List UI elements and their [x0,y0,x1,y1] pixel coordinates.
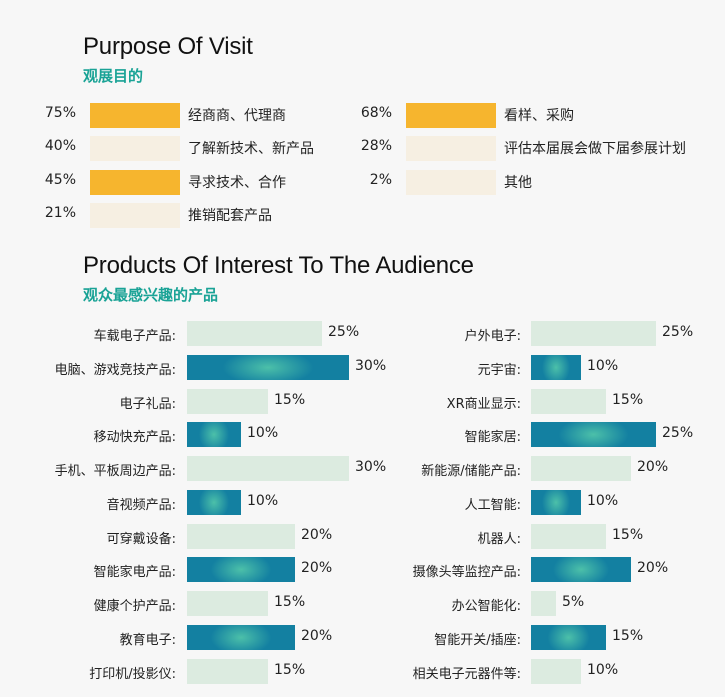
visit-bar [406,136,496,161]
product-category-label: 手机、平板周边产品: [54,464,176,479]
visit-bar [406,170,496,195]
visit-label: 经商商、代理商 [188,108,286,124]
product-category-label: 相关电子元器件等: [412,667,521,682]
product-category-label: 车载电子产品: [93,329,176,344]
product-value-label: 20% [301,527,333,543]
product-value-label: 5% [562,594,585,610]
visit-percent: 75% [44,105,76,121]
product-category-label: 智能开关/插座: [434,633,521,648]
product-value-label: 10% [247,425,279,441]
product-category-label: 移动快充产品: [93,430,176,445]
product-value-label: 15% [612,527,644,543]
product-bar [531,490,581,515]
visit-label: 看样、采购 [504,108,574,124]
product-category-label: 音视频产品: [106,498,176,513]
product-bar [187,625,295,650]
visit-percent: 28% [360,138,392,154]
product-bar [531,456,631,481]
product-value-label: 15% [274,662,306,678]
visit-percent: 68% [360,105,392,121]
product-bar [531,557,631,582]
product-bar [531,422,656,447]
product-bar [531,591,556,616]
product-value-label: 25% [662,425,694,441]
product-category-label: 电脑、游戏竞技产品: [54,363,176,378]
product-bar [187,389,268,414]
product-category-label: 可穿戴设备: [106,532,176,547]
product-value-label: 10% [587,662,619,678]
product-category-label: 健康个护产品: [93,599,176,614]
visit-label: 其他 [504,175,532,191]
product-category-label: 教育电子: [119,633,176,648]
product-value-label: 25% [328,324,360,340]
product-category-label: 办公智能化: [451,599,521,614]
product-category-label: 机器人: [477,532,521,547]
product-bar [531,321,656,346]
visit-label: 寻求技术、合作 [188,175,286,191]
product-bar [187,557,295,582]
product-category-label: 户外电子: [464,329,521,344]
product-bar [531,625,606,650]
product-bar [187,591,268,616]
product-value-label: 20% [301,560,333,576]
product-category-label: 电子礼品: [119,397,176,412]
visit-subtitle: 观展目的 [83,67,144,85]
product-value-label: 15% [612,628,644,644]
visit-label: 评估本届展会做下届参展计划 [504,141,686,157]
visit-bar [90,170,180,195]
product-value-label: 30% [355,459,387,475]
visit-bar [90,103,180,128]
product-value-label: 25% [662,324,694,340]
product-value-label: 10% [247,493,279,509]
visit-percent: 45% [44,172,76,188]
visit-percent: 40% [44,138,76,154]
product-bar [187,422,241,447]
product-value-label: 15% [612,392,644,408]
product-value-label: 10% [587,358,619,374]
product-bar [187,524,295,549]
product-value-label: 15% [274,594,306,610]
product-category-label: 智能家电产品: [93,565,176,580]
product-bar [531,524,606,549]
product-value-label: 20% [301,628,333,644]
product-value-label: 10% [587,493,619,509]
products-title: Products Of Interest To The Audience [83,252,474,279]
visit-bar [406,103,496,128]
product-category-label: 打印机/投影仪: [89,667,176,682]
product-bar [531,389,606,414]
product-value-label: 30% [355,358,387,374]
visit-label: 了解新技术、新产品 [188,141,314,157]
product-category-label: 智能家居: [464,430,521,445]
product-category-label: 元宇宙: [477,363,521,378]
visit-percent: 2% [369,172,392,188]
visit-label: 推销配套产品 [188,208,272,224]
product-bar [531,355,581,380]
product-category-label: 人工智能: [464,498,521,513]
product-bar [187,659,268,684]
product-category-label: XR商业显示: [446,397,521,412]
product-bar [187,321,322,346]
product-value-label: 20% [637,560,669,576]
product-category-label: 摄像头等监控产品: [412,565,521,580]
product-bar [187,490,241,515]
products-subtitle: 观众最感兴趣的产品 [83,286,219,304]
visit-percent: 21% [44,205,76,221]
product-bar [187,355,349,380]
product-value-label: 20% [637,459,669,475]
visit-bar [90,203,180,228]
product-bar [187,456,349,481]
visit-bar [90,136,180,161]
visit-title: Purpose Of Visit [83,33,253,60]
product-bar [531,659,581,684]
product-category-label: 新能源/储能产品: [421,464,521,479]
product-value-label: 15% [274,392,306,408]
